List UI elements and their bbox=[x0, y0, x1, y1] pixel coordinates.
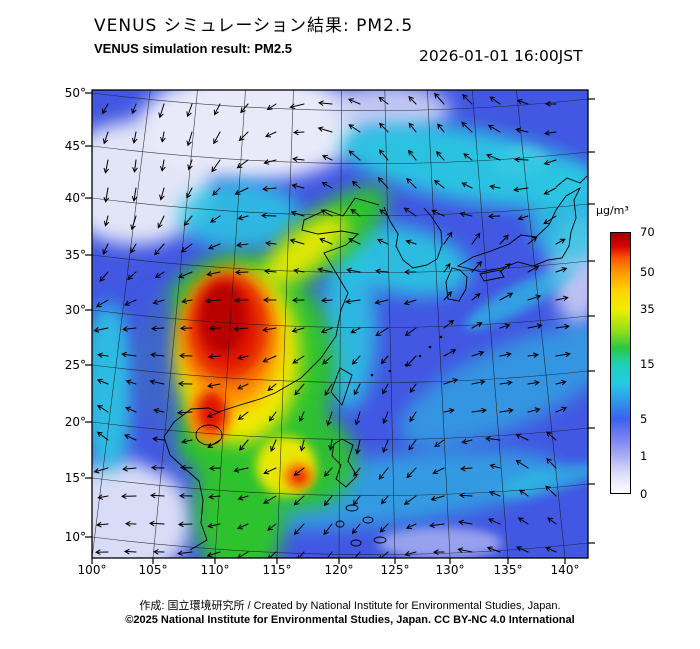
lon-tick-label: 110° bbox=[200, 563, 230, 577]
pm25-map bbox=[85, 89, 595, 564]
wind-arrows-layer bbox=[93, 92, 571, 558]
credit-line: 作成: 国立環境研究所 / Created by National Instit… bbox=[139, 600, 561, 612]
colorbar-unit: μg/m³ bbox=[596, 204, 629, 217]
license-line: ©2025 National Institute for Environment… bbox=[125, 614, 575, 626]
lon-tick-label: 115° bbox=[262, 563, 292, 577]
map-frame bbox=[91, 89, 589, 559]
colorbar-tick-label: 15 bbox=[640, 357, 655, 371]
lat-tick-label: 40° bbox=[64, 191, 86, 205]
lon-tick-label: 120° bbox=[324, 563, 354, 577]
axis-ticks bbox=[85, 92, 595, 564]
colorbar-tick-label: 1 bbox=[640, 449, 648, 463]
title-english: VENUS simulation result: PM2.5 bbox=[94, 41, 292, 56]
title-japanese: VENUS シミュレーション結果: PM2.5 bbox=[94, 16, 414, 36]
coastline-shikoku bbox=[479, 269, 505, 282]
ryukyu-islands bbox=[370, 335, 443, 377]
coastline-kyushu bbox=[445, 267, 468, 302]
lon-tick-label: 100° bbox=[77, 563, 107, 577]
philippine-islands bbox=[335, 504, 387, 547]
coastline-layer bbox=[163, 175, 588, 551]
colorbar-gradient bbox=[610, 232, 631, 494]
colorbar-tick-label: 50 bbox=[640, 265, 655, 279]
coastline-taiwan bbox=[330, 367, 353, 406]
coastline-hainan bbox=[195, 424, 223, 446]
lon-tick-label: 140° bbox=[550, 563, 580, 577]
lat-tick-label: 45° bbox=[64, 139, 86, 153]
lat-tick-label: 25° bbox=[64, 358, 86, 372]
lat-tick-label: 15° bbox=[64, 471, 86, 485]
lat-tick-label: 20° bbox=[64, 415, 86, 429]
lon-tick-label: 130° bbox=[435, 563, 465, 577]
coastline-korea bbox=[383, 206, 443, 269]
coastline-china-vietnam bbox=[163, 197, 380, 551]
colorbar-tick-label: 70 bbox=[640, 225, 655, 239]
lat-tick-label: 10° bbox=[64, 530, 86, 544]
lat-tick-label: 30° bbox=[64, 303, 86, 317]
colorbar-tick-label: 5 bbox=[640, 412, 648, 426]
lon-tick-label: 125° bbox=[380, 563, 410, 577]
colorbar-tick-label: 0 bbox=[640, 487, 648, 501]
valid-time: 2026-01-01 16:00JST bbox=[419, 47, 583, 65]
colorbar-tick-label: 35 bbox=[640, 302, 655, 316]
lat-tick-label: 50° bbox=[64, 86, 86, 100]
lon-tick-label: 135° bbox=[493, 563, 523, 577]
coastline-luzon bbox=[331, 438, 358, 488]
lat-tick-label: 35° bbox=[64, 248, 86, 262]
coastline-japan-honshu bbox=[456, 186, 582, 273]
lon-tick-label: 105° bbox=[138, 563, 168, 577]
coastline-hokkaido bbox=[555, 175, 588, 188]
